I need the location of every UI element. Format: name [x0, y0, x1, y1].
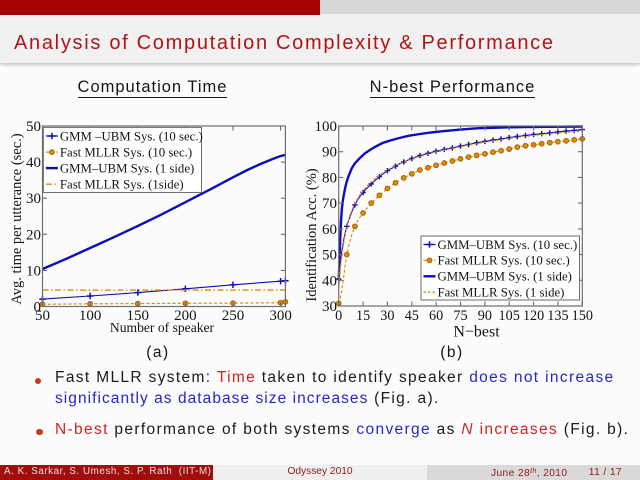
svg-text:N−best: N−best [453, 324, 500, 341]
svg-text:(a): (a) [146, 344, 169, 361]
svg-text:100: 100 [315, 119, 338, 135]
svg-text:300: 300 [269, 308, 292, 324]
svg-text:Fast MLLR Sys. (10 sec.): Fast MLLR Sys. (10 sec.) [438, 254, 570, 268]
svg-text:GMM –UBM Sys. (10 sec.): GMM –UBM Sys. (10 sec.) [60, 129, 203, 143]
svg-text:100: 100 [79, 308, 102, 324]
svg-text:GMM–UBM Sys. (1 side): GMM–UBM Sys. (1 side) [438, 270, 572, 284]
svg-text:45: 45 [405, 308, 419, 324]
svg-text:120: 120 [523, 308, 544, 324]
svg-text:10: 10 [26, 263, 41, 279]
svg-text:105: 105 [499, 308, 520, 324]
svg-text:GMM–UBM Sys. (10 sec.): GMM–UBM Sys. (10 sec.) [438, 238, 578, 252]
svg-text:30: 30 [26, 191, 41, 207]
svg-text:90: 90 [478, 308, 492, 324]
svg-text:Fast MLLR Sys. (1 side): Fast MLLR Sys. (1 side) [438, 286, 565, 300]
svg-text:15: 15 [356, 308, 370, 324]
svg-text:135: 135 [547, 308, 568, 324]
svg-text:150: 150 [127, 308, 150, 324]
svg-text:Avg. time per utterance (sec.): Avg. time per utterance (sec.) [9, 133, 25, 304]
svg-text:Number of speaker: Number of speaker [110, 320, 215, 335]
svg-text:Fast MLLR Sys. (1side): Fast MLLR Sys. (1side) [60, 178, 184, 192]
svg-text:150: 150 [572, 308, 593, 324]
svg-text:40: 40 [322, 273, 337, 289]
svg-text:0: 0 [34, 300, 42, 316]
svg-text:60: 60 [429, 308, 443, 324]
svg-text:50: 50 [26, 119, 41, 135]
svg-text:30: 30 [380, 308, 394, 324]
svg-text:200: 200 [174, 308, 197, 324]
svg-text:70: 70 [322, 196, 337, 212]
svg-text:40: 40 [26, 155, 41, 171]
svg-text:GMM–UBM Sys. (1 side): GMM–UBM Sys. (1 side) [60, 161, 194, 175]
svg-text:80: 80 [322, 170, 337, 186]
svg-text:75: 75 [453, 308, 467, 324]
svg-text:Fast MLLR Sys. (10 sec.): Fast MLLR Sys. (10 sec.) [60, 145, 192, 159]
svg-text:20: 20 [26, 227, 41, 243]
svg-text:0: 0 [335, 308, 342, 324]
svg-text:Identification Acc. (%): Identification Acc. (%) [304, 168, 320, 301]
svg-text:30: 30 [322, 299, 337, 315]
svg-text:250: 250 [222, 308, 245, 324]
svg-text:(b): (b) [440, 344, 463, 361]
svg-text:90: 90 [322, 145, 337, 161]
svg-text:50: 50 [322, 248, 337, 264]
svg-text:50: 50 [35, 308, 50, 324]
svg-text:60: 60 [322, 222, 337, 238]
